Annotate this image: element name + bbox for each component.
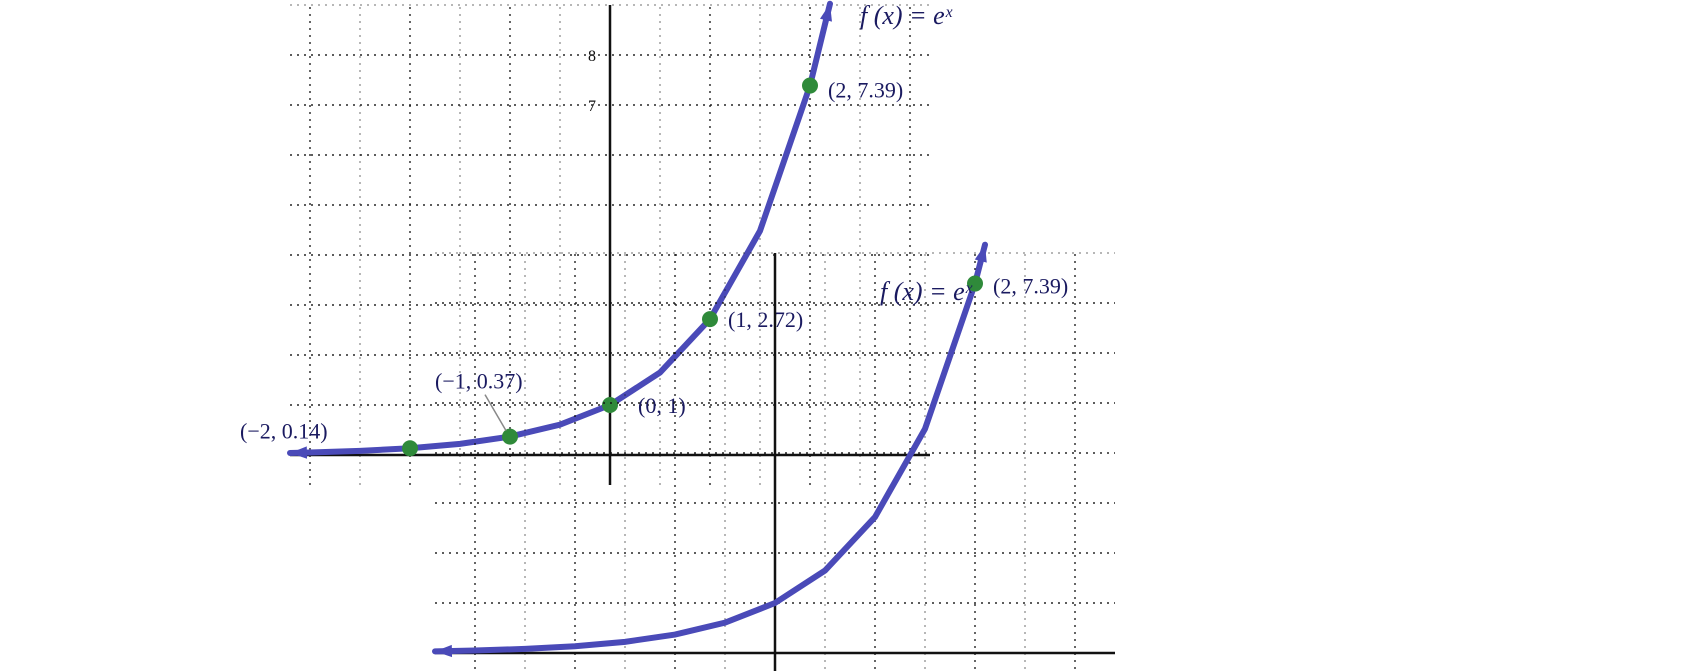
function-label: f (x) = eˣ	[880, 277, 973, 306]
curve-arrowhead	[290, 446, 307, 458]
data-point	[502, 429, 518, 445]
point-label: (−1, 0.37)	[435, 369, 523, 394]
data-point	[602, 397, 618, 413]
y-tick-label: 7	[588, 98, 596, 115]
point-label: (1, 2.72)	[728, 307, 803, 332]
point-label: (−2, 0.14)	[240, 418, 328, 443]
y-tick-label: 8	[588, 48, 596, 65]
point-label: (0, 1)	[638, 393, 686, 418]
data-point	[702, 311, 718, 327]
curve-arrowhead	[975, 245, 987, 263]
curve-arrowhead	[435, 645, 452, 657]
point-label: (2, 7.39)	[828, 78, 903, 103]
data-point	[802, 78, 818, 94]
function-label: f (x) = eˣ	[860, 1, 953, 30]
data-point	[402, 440, 418, 456]
point-label: (2, 7.39)	[993, 274, 1068, 299]
pointer-line	[485, 395, 506, 431]
curve-arrowhead	[820, 4, 832, 22]
figure-stage: 7 8 (−2, 0.14) (−1, 0.37) (0, 1) (1, 2.72) (2,…	[0, 0, 1700, 671]
chart-svg: 7 8 (−2, 0.14) (−1, 0.37) (0, 1) (1, 2.72) (2,…	[0, 0, 1700, 671]
